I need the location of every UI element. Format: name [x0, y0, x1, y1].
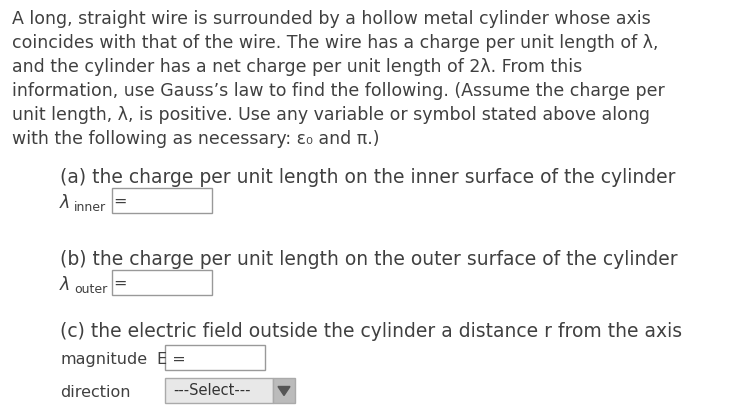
Text: =: = [113, 276, 127, 291]
FancyBboxPatch shape [165, 345, 265, 370]
Text: (c) the electric field outside the cylinder a distance r from the axis: (c) the electric field outside the cylin… [60, 322, 682, 341]
Text: λ: λ [60, 276, 70, 294]
Text: ---Select---: ---Select--- [173, 383, 250, 398]
Text: and the cylinder has a net charge per unit length of 2λ. From this: and the cylinder has a net charge per un… [12, 58, 582, 76]
FancyBboxPatch shape [165, 378, 273, 403]
Text: (a) the charge per unit length on the inner surface of the cylinder: (a) the charge per unit length on the in… [60, 168, 676, 187]
Text: information, use Gauss’s law to find the following. (Assume the charge per: information, use Gauss’s law to find the… [12, 82, 664, 100]
Text: outer: outer [74, 283, 107, 296]
Text: E =: E = [157, 352, 186, 367]
Text: coincides with that of the wire. The wire has a charge per unit length of λ,: coincides with that of the wire. The wir… [12, 34, 658, 52]
Text: magnitude: magnitude [60, 352, 147, 367]
Text: unit length, λ, is positive. Use any variable or symbol stated above along: unit length, λ, is positive. Use any var… [12, 106, 650, 124]
Text: A long, straight wire is surrounded by a hollow metal cylinder whose axis: A long, straight wire is surrounded by a… [12, 10, 651, 28]
Text: λ: λ [60, 194, 70, 212]
Text: =: = [113, 194, 127, 209]
Text: inner: inner [74, 201, 106, 214]
Text: direction: direction [60, 385, 130, 400]
FancyBboxPatch shape [112, 270, 212, 295]
FancyBboxPatch shape [112, 188, 212, 213]
Polygon shape [278, 387, 290, 396]
FancyBboxPatch shape [273, 378, 295, 403]
Text: (b) the charge per unit length on the outer surface of the cylinder: (b) the charge per unit length on the ou… [60, 250, 678, 269]
Text: with the following as necessary: ε₀ and π.): with the following as necessary: ε₀ and … [12, 130, 380, 148]
